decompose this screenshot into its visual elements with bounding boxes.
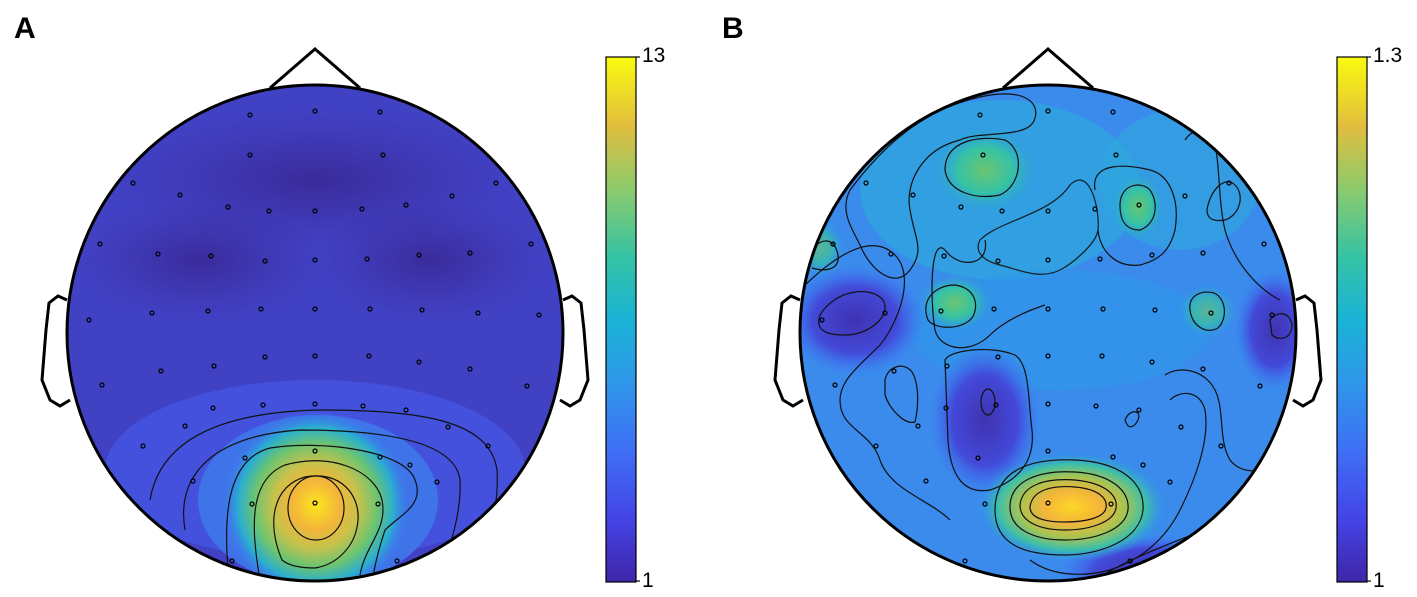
topomap-b xyxy=(773,47,1371,583)
head-outline-b xyxy=(798,83,1298,583)
topomap-a xyxy=(40,47,640,583)
right-ear-b xyxy=(1292,294,1323,408)
head-outline-a xyxy=(65,83,565,583)
right-ear-a xyxy=(559,294,590,408)
panel-a-label: A xyxy=(14,12,36,45)
contour-lines-b xyxy=(800,93,1296,581)
electrodes-b xyxy=(819,108,1275,564)
colorbar-a xyxy=(605,56,637,583)
colorbar-b-max-label: 1.3 xyxy=(1373,44,1403,67)
nose-outline-a xyxy=(269,47,361,90)
colorbar-b xyxy=(1336,56,1368,583)
colorbar-a-max-label: 13 xyxy=(642,44,666,67)
nose-outline-b xyxy=(1002,47,1094,90)
electrodes-a xyxy=(86,108,542,564)
colorbar-b-min-label: 1 xyxy=(1373,569,1385,592)
left-ear-a xyxy=(40,294,71,408)
panel-b-label: B xyxy=(722,12,744,45)
colorbar-a-min-label: 1 xyxy=(642,569,654,592)
left-ear-b xyxy=(773,294,804,408)
